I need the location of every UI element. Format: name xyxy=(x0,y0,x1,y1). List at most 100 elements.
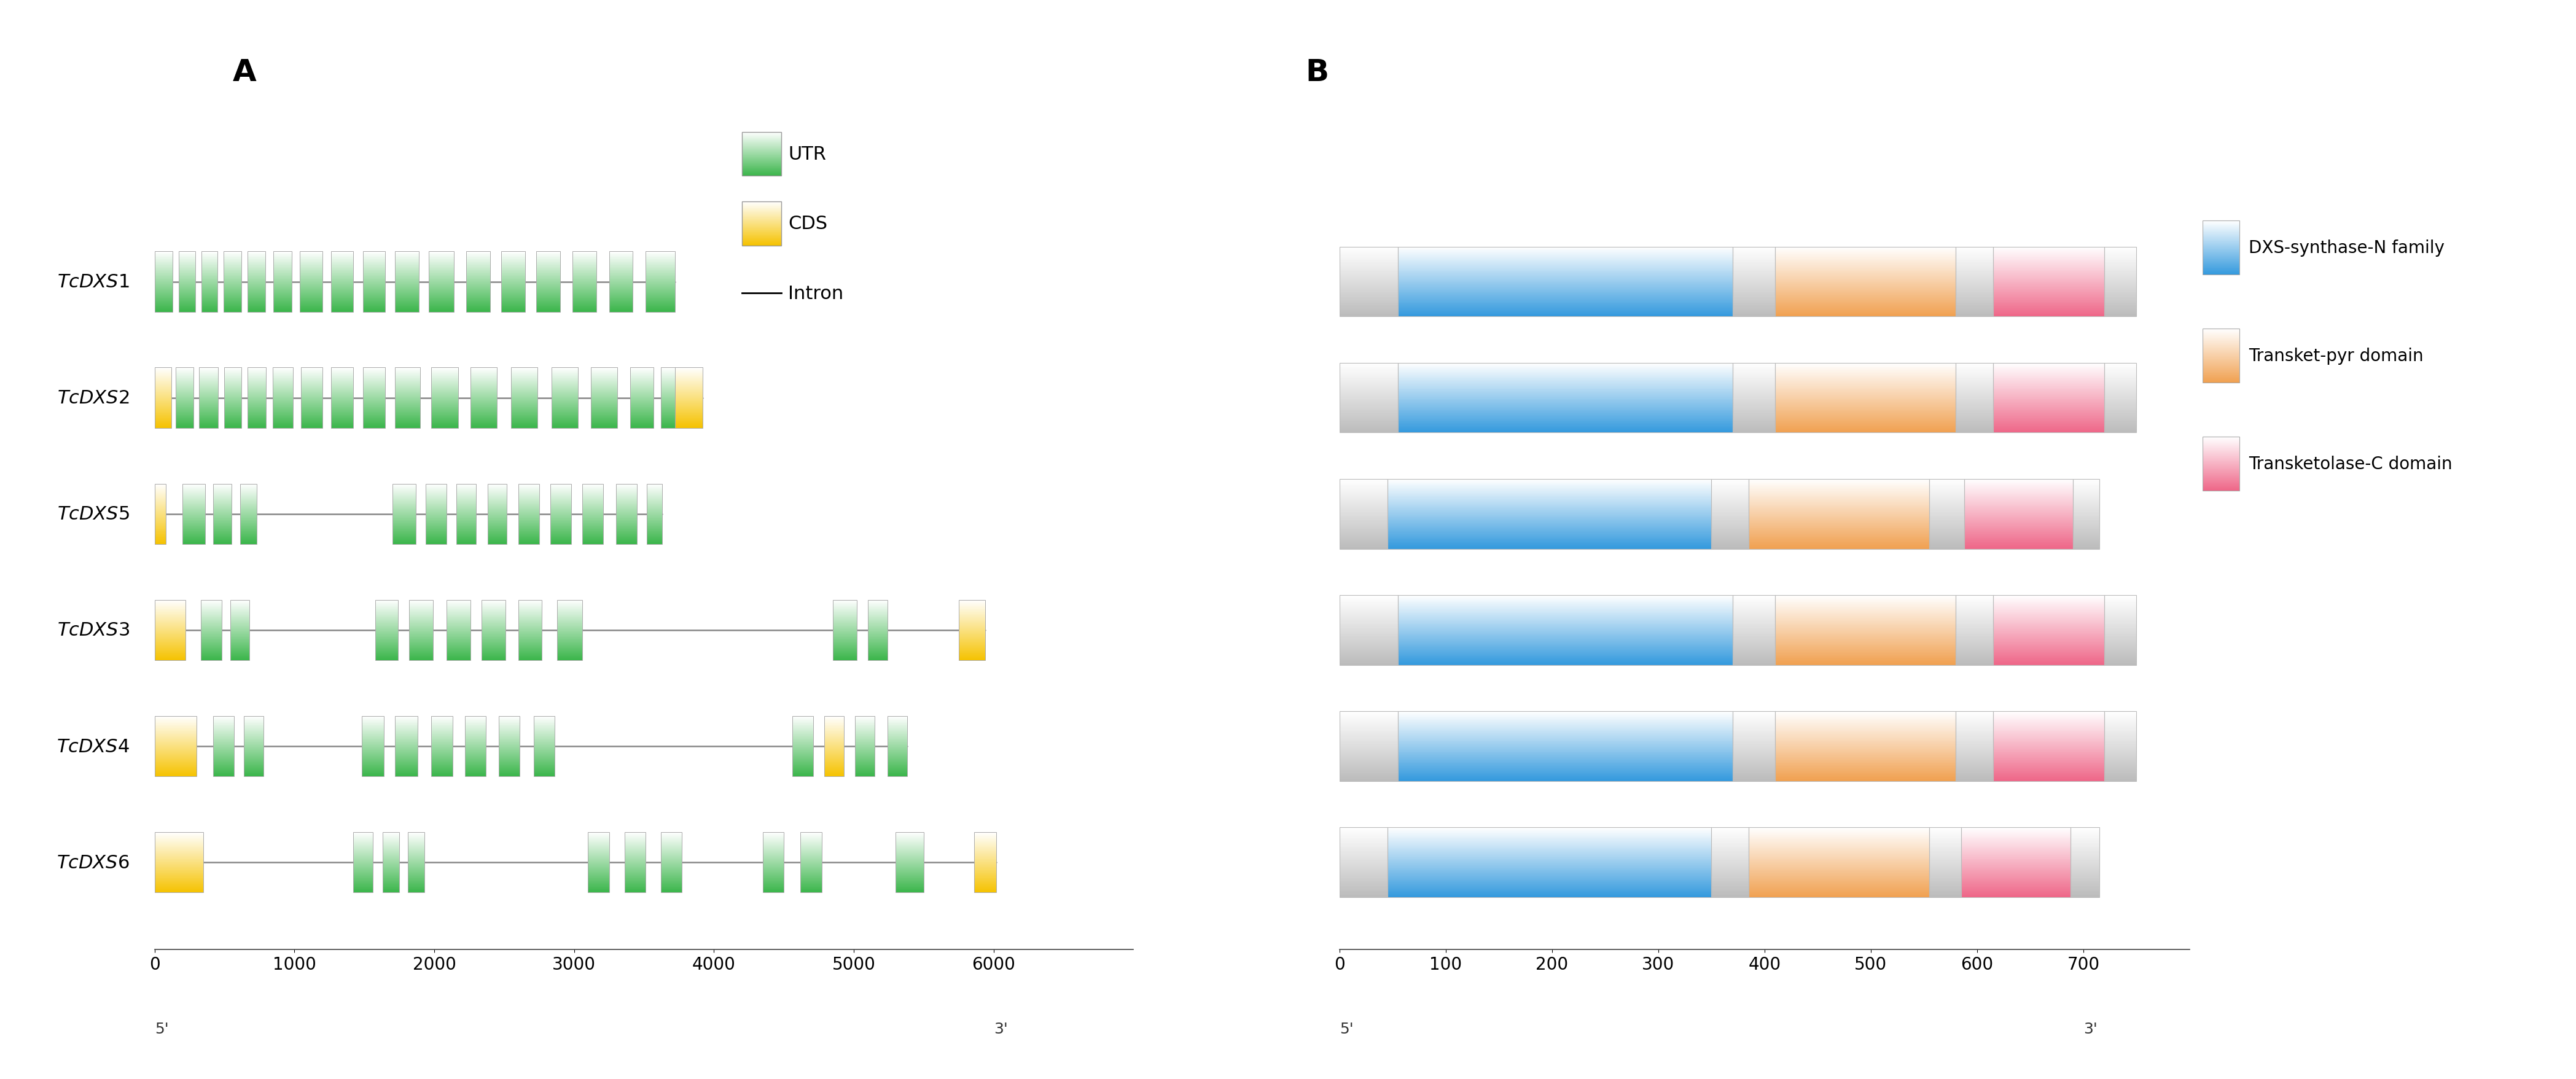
Bar xyxy=(958,600,984,660)
Bar xyxy=(175,368,193,428)
Bar xyxy=(824,716,845,777)
Bar xyxy=(742,202,781,246)
Bar xyxy=(675,368,703,428)
Bar xyxy=(1994,596,2105,665)
Bar xyxy=(201,600,222,660)
Bar xyxy=(428,251,453,312)
Bar xyxy=(466,716,487,777)
Bar xyxy=(793,716,814,777)
Bar xyxy=(214,484,232,545)
Bar xyxy=(410,600,433,660)
Bar xyxy=(224,368,242,428)
Bar xyxy=(155,716,196,777)
Bar xyxy=(201,251,216,312)
Text: $\it{TcDXS4}$: $\it{TcDXS4}$ xyxy=(57,737,129,755)
Text: $\it{TcDXS6}$: $\it{TcDXS6}$ xyxy=(57,853,129,872)
Bar xyxy=(662,832,683,892)
Text: 3': 3' xyxy=(994,1021,1007,1036)
Bar xyxy=(1710,828,1749,898)
Bar xyxy=(1399,596,1734,665)
Bar xyxy=(1994,711,2105,781)
Bar xyxy=(1734,596,1775,665)
Bar xyxy=(623,832,647,892)
Bar xyxy=(2105,711,2136,781)
Bar xyxy=(430,368,459,428)
Text: 5': 5' xyxy=(155,1021,167,1036)
Bar xyxy=(500,716,520,777)
Text: B: B xyxy=(1306,57,1329,87)
Bar xyxy=(2202,437,2239,491)
Bar xyxy=(1994,364,2105,433)
Bar xyxy=(1340,828,1388,898)
Bar xyxy=(487,484,507,545)
Text: 5': 5' xyxy=(1340,1021,1352,1036)
Bar xyxy=(363,368,386,428)
Bar xyxy=(381,832,399,892)
Bar xyxy=(247,251,265,312)
Bar xyxy=(1929,828,1960,898)
Bar xyxy=(1960,828,2071,898)
Bar xyxy=(155,484,165,545)
Bar xyxy=(353,832,374,892)
Text: DXS-synthase-N family: DXS-synthase-N family xyxy=(2249,240,2445,257)
Bar xyxy=(551,368,577,428)
Bar xyxy=(662,368,675,428)
Bar xyxy=(2202,221,2239,275)
Bar xyxy=(245,716,263,777)
Bar xyxy=(1340,479,1388,549)
Bar xyxy=(886,716,907,777)
Text: $\it{TcDXS5}$: $\it{TcDXS5}$ xyxy=(57,505,129,523)
Bar xyxy=(1388,828,1710,898)
Text: Intron: Intron xyxy=(788,285,842,302)
Bar xyxy=(974,832,997,892)
Bar xyxy=(2105,596,2136,665)
Bar xyxy=(155,251,173,312)
Bar xyxy=(1710,479,1749,549)
Bar xyxy=(155,832,204,892)
Bar xyxy=(301,368,322,428)
Bar xyxy=(510,368,538,428)
Bar xyxy=(1340,364,1399,433)
Bar xyxy=(446,600,471,660)
Bar xyxy=(198,368,219,428)
Bar xyxy=(896,832,925,892)
Bar xyxy=(1340,711,1399,781)
Bar xyxy=(832,600,858,660)
Bar xyxy=(587,832,608,892)
Bar xyxy=(1775,364,1955,433)
Bar xyxy=(1965,479,2074,549)
Bar xyxy=(247,368,265,428)
Text: $\it{TcDXS1}$: $\it{TcDXS1}$ xyxy=(57,273,129,291)
Bar xyxy=(430,716,453,777)
Bar xyxy=(376,600,397,660)
Bar xyxy=(1399,711,1734,781)
Bar xyxy=(572,251,598,312)
Text: 3': 3' xyxy=(2084,1021,2097,1036)
Bar xyxy=(330,368,353,428)
Text: $\it{TcDXS3}$: $\it{TcDXS3}$ xyxy=(57,622,129,639)
Bar xyxy=(466,251,489,312)
Bar xyxy=(299,251,322,312)
Bar xyxy=(2071,828,2099,898)
Bar xyxy=(1340,596,1399,665)
Bar xyxy=(1749,479,1929,549)
Bar xyxy=(1775,247,1955,317)
Bar xyxy=(178,251,196,312)
Bar xyxy=(1955,711,1994,781)
Bar xyxy=(582,484,603,545)
Bar xyxy=(536,251,559,312)
Bar xyxy=(229,600,250,660)
Bar xyxy=(1399,247,1734,317)
Bar xyxy=(590,368,618,428)
Bar xyxy=(361,716,384,777)
Bar xyxy=(2105,247,2136,317)
Bar xyxy=(608,251,634,312)
Bar xyxy=(394,368,420,428)
Bar xyxy=(1775,711,1955,781)
Text: $\it{TcDXS2}$: $\it{TcDXS2}$ xyxy=(57,390,129,407)
Bar xyxy=(407,832,425,892)
Bar xyxy=(155,368,173,428)
Bar xyxy=(868,600,886,660)
Bar xyxy=(363,251,386,312)
Bar xyxy=(551,484,572,545)
